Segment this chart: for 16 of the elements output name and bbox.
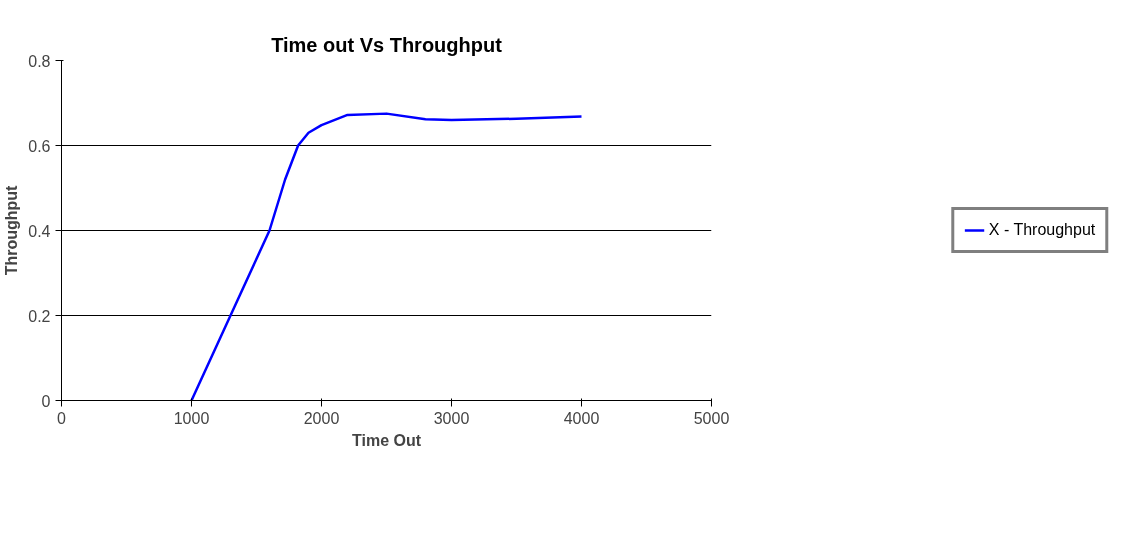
y-tick-label: 0.2 xyxy=(28,307,51,325)
line-series xyxy=(190,112,583,401)
y-tick-label: 0.8 xyxy=(28,52,51,70)
legend-label: X - Throughput xyxy=(988,221,1096,239)
y-tick-label: 0.6 xyxy=(28,137,51,155)
x-tick-label: 5000 xyxy=(693,409,730,427)
x-tick-label: 1000 xyxy=(173,409,210,427)
x-tick-label: 0 xyxy=(57,409,67,427)
x-axis-title: Time Out xyxy=(351,431,422,449)
x-tick-label: 3000 xyxy=(433,409,470,427)
y-tick-label: 0.4 xyxy=(28,222,51,240)
chart-title: Time out Vs Throughput xyxy=(271,33,503,56)
y-axis-title: Throughput xyxy=(3,184,21,276)
y-tick-label: 0 xyxy=(41,392,51,410)
x-tick-label: 2000 xyxy=(303,409,340,427)
x-tick-label: 4000 xyxy=(563,409,600,427)
